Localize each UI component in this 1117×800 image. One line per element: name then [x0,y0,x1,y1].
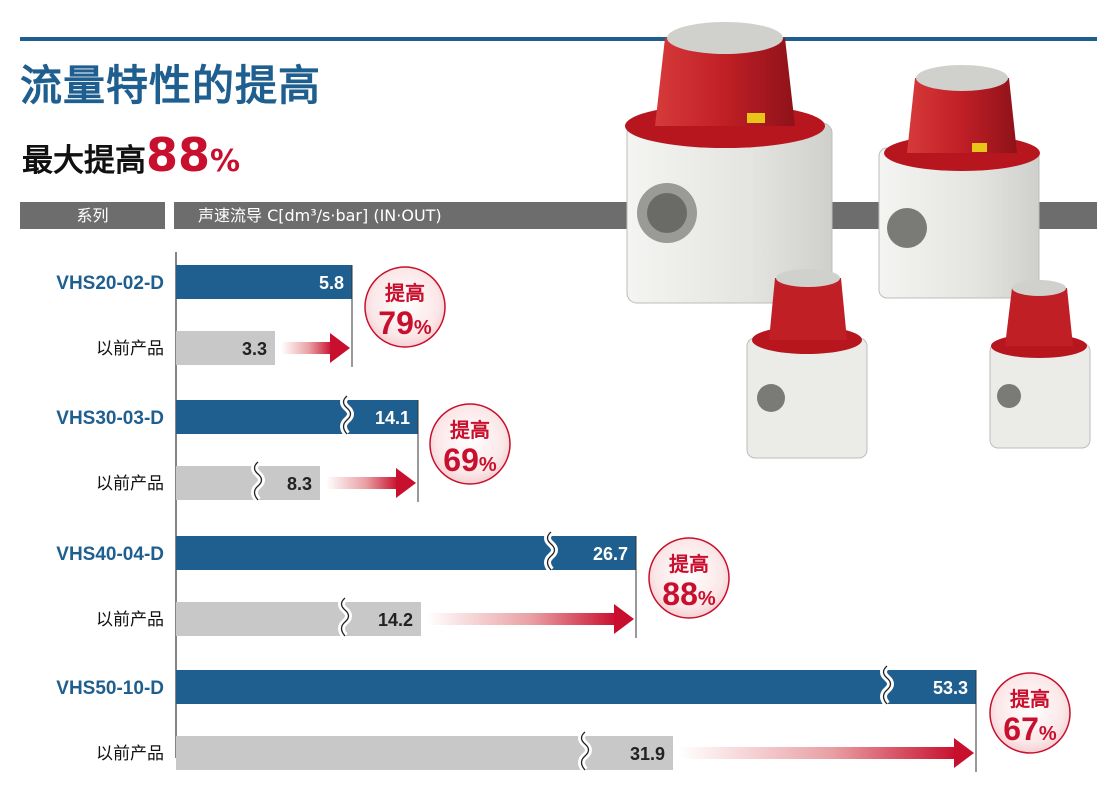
improvement-badge-label: 提高 [385,281,425,305]
category-label: VHS50-10-D [56,678,164,699]
value-label-previous: 14.2 [378,610,413,630]
valve-large-icon [625,22,833,304]
improvement-badge-value: 69% [443,442,497,478]
page-title: 流量特性的提高 [20,61,322,110]
improvement-arrow-shaft [326,477,398,489]
previous-product-label: 以前产品 [96,610,164,630]
top-rule [20,37,1097,41]
improvement-arrow-shaft [281,342,332,354]
bar-new [176,265,352,299]
bar-previous [176,466,320,500]
axis-break-new-line [546,531,556,571]
improvement-badge-label: 提高 [1010,687,1050,711]
category-label: VHS20-02-D [56,273,164,294]
axis-break-previous-line [340,597,350,637]
improvement-percent-number: 88 [662,576,698,612]
valve-small-icon [746,269,868,459]
improvement-badge [989,672,1071,754]
axis-break-previous-line [253,461,263,501]
improvement-percent-number: 69 [443,442,479,478]
subtitle-value: 88 [146,128,211,182]
page-subtitle: 最大提高88% [22,128,240,182]
improvement-percent-sign: % [479,454,497,476]
valve-medium-icon [878,65,1040,299]
improvement-badge-label: 提高 [450,418,490,442]
bar-new [176,536,636,570]
bar-previous [176,736,673,770]
bar-new [176,670,976,704]
axis-break-previous-line [580,731,590,771]
subtitle-unit: % [210,144,241,179]
previous-product-label: 以前产品 [96,339,164,359]
improvement-badge [364,266,446,348]
value-label-new: 26.7 [593,544,628,564]
subtitle-prefix: 最大提高 [22,143,146,179]
improvement-percent-sign: % [414,317,432,339]
value-label-previous: 8.3 [287,474,312,494]
previous-product-label: 以前产品 [96,474,164,494]
value-label-previous: 3.3 [242,339,267,359]
product-illustration [625,22,1040,304]
previous-product-label: 以前产品 [96,744,164,764]
category-label: VHS40-04-D [56,544,164,565]
improvement-badge-value: 67% [1003,711,1057,747]
valve-smallest-icon [989,280,1091,449]
bar-new [176,400,418,434]
axis-break-new-line [342,395,352,435]
improvement-arrow-shaft [427,613,616,625]
value-label-new: 5.8 [319,273,344,293]
improvement-percent-number: 79 [378,305,414,341]
improvement-badge-value: 79% [378,305,432,341]
value-label-new: 53.3 [933,678,968,698]
improvement-percent-sign: % [698,588,716,610]
bar-previous [176,602,421,636]
axis-break-new-line [882,665,892,705]
value-label-new: 14.1 [375,408,410,428]
improvement-percent-sign: % [1039,723,1057,745]
value-label-previous: 31.9 [630,744,665,764]
improvement-badge-label: 提高 [669,552,709,576]
bar-previous [176,331,275,365]
category-label: VHS30-03-D [56,408,164,429]
improvement-badge [648,537,730,619]
improvement-badge-value: 88% [662,576,716,612]
series-column-header: 系列 [20,202,165,229]
improvement-arrow-head [954,738,974,768]
improvement-percent-number: 67 [1003,711,1039,747]
improvement-arrow-head [330,333,350,363]
improvement-arrow-head [614,604,634,634]
improvement-arrow-head [396,468,416,498]
improvement-arrow-shaft [679,747,956,759]
improvement-badge [429,403,511,485]
product-illustration-small [746,269,1091,459]
